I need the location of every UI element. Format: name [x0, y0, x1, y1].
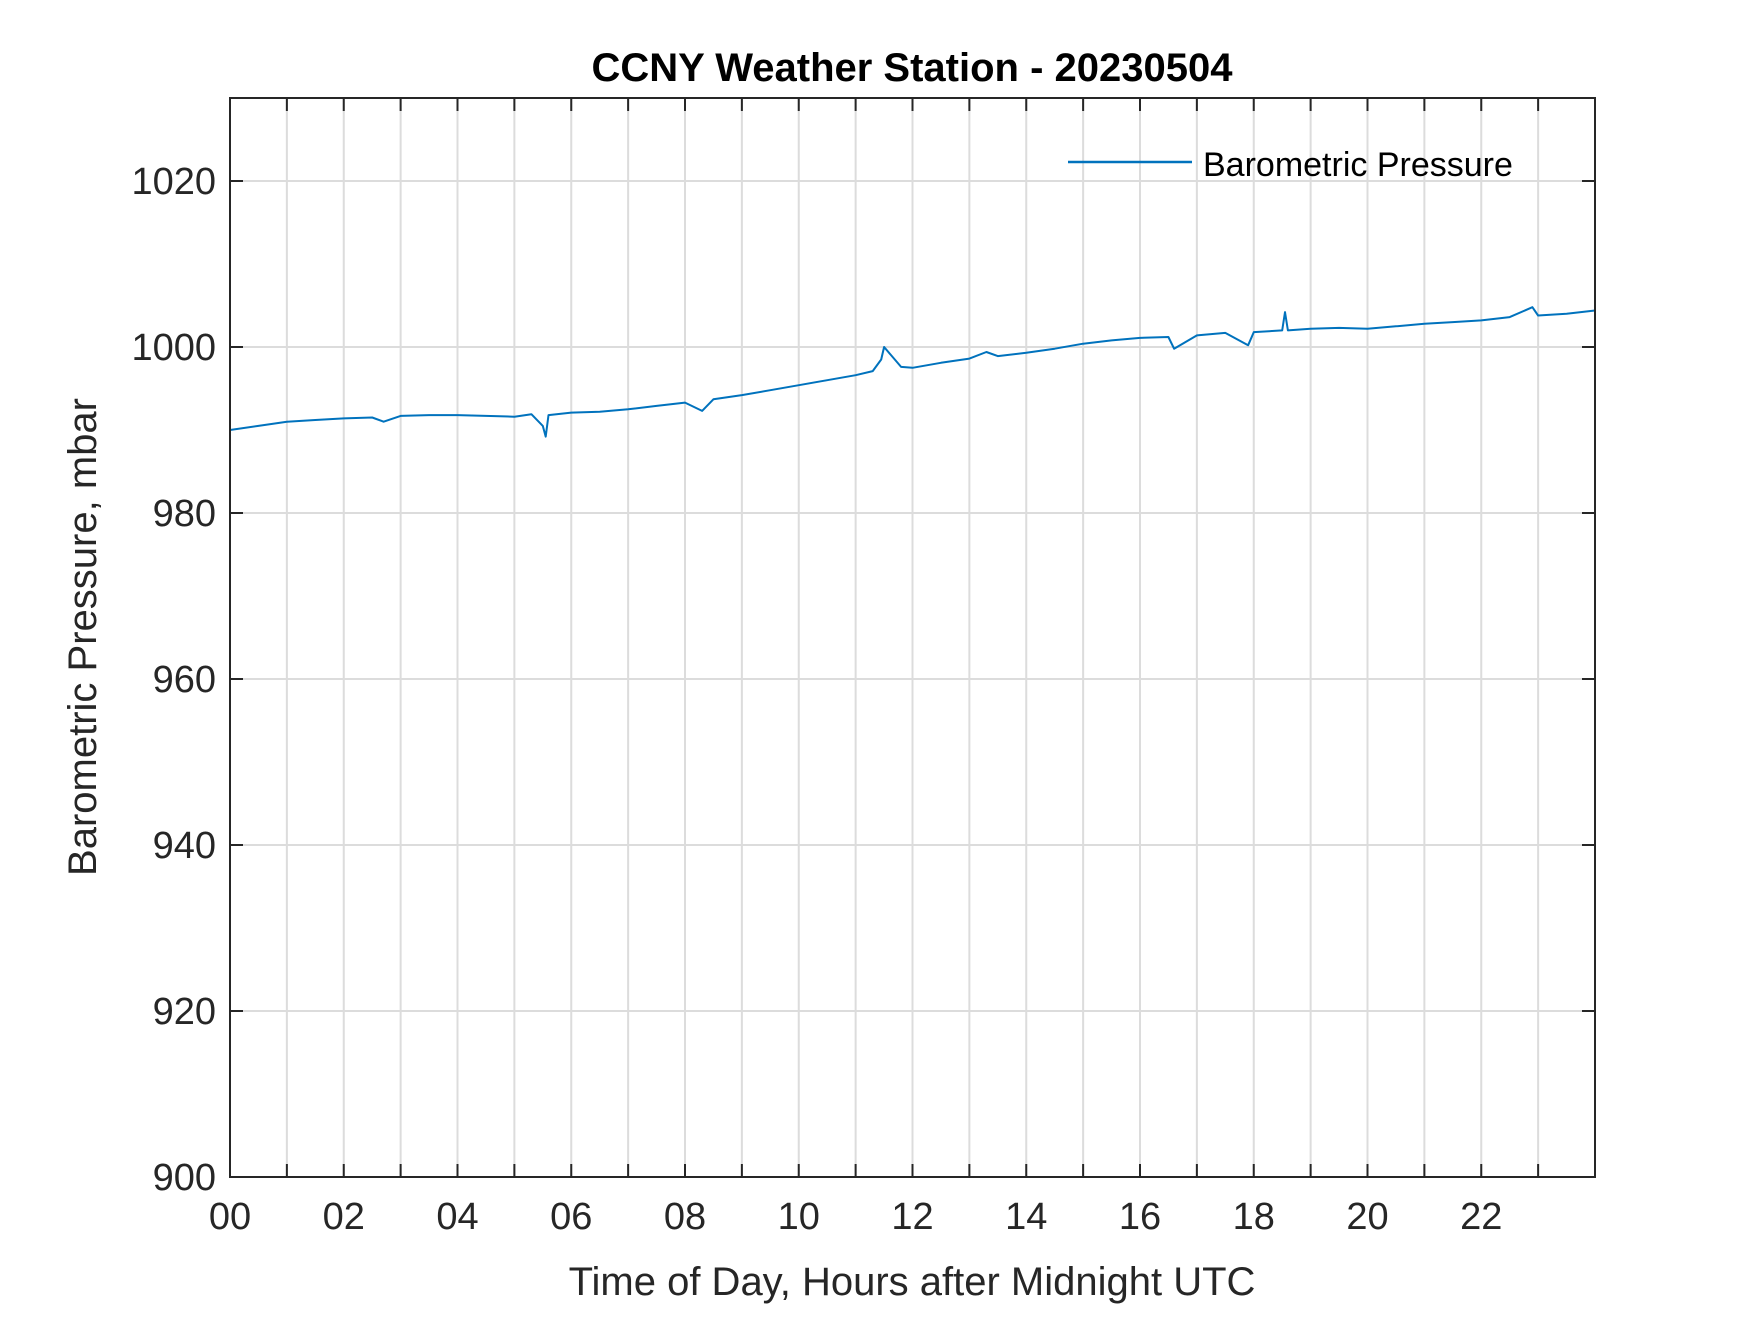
x-tick-label: 06	[550, 1196, 592, 1238]
x-tick-label: 04	[436, 1196, 478, 1238]
x-tick-label: 08	[664, 1196, 706, 1238]
x-axis-label: Time of Day, Hours after Midnight UTC	[569, 1260, 1256, 1304]
tick-labels: 00 02 04 06 08 10 12 14 16 18 20 22 900 920 940 960 980 1…	[131, 161, 1502, 1238]
x-tick-label: 22	[1460, 1196, 1502, 1238]
legend: Barometric Pressure	[1068, 146, 1513, 184]
y-tick-label: 1000	[131, 327, 216, 369]
plot-border	[229, 97, 1596, 1178]
y-tick-label: 1020	[131, 161, 216, 203]
y-tick-label: 900	[153, 1157, 216, 1199]
y-tick-label: 920	[153, 991, 216, 1033]
x-tick-label: 10	[778, 1196, 820, 1238]
data-series	[229, 306, 1596, 438]
y-tick-label: 980	[153, 493, 216, 535]
x-tick-label: 14	[1005, 1196, 1047, 1238]
y-axis-label: Barometric Pressure, mbar	[61, 398, 105, 876]
x-tick-label: 18	[1233, 1196, 1275, 1238]
y-tick-label: 960	[153, 659, 216, 701]
legend-label-barometric-pressure: Barometric Pressure	[1203, 146, 1513, 184]
series-line-barometric-pressure	[229, 306, 1596, 438]
y-tick-label: 940	[153, 825, 216, 867]
chart-title: CCNY Weather Station - 20230504	[592, 46, 1234, 90]
x-tick-label: 02	[323, 1196, 365, 1238]
x-tick-label: 20	[1346, 1196, 1388, 1238]
x-tick-label: 16	[1119, 1196, 1161, 1238]
x-tick-label: 00	[209, 1196, 251, 1238]
x-tick-label: 12	[891, 1196, 933, 1238]
